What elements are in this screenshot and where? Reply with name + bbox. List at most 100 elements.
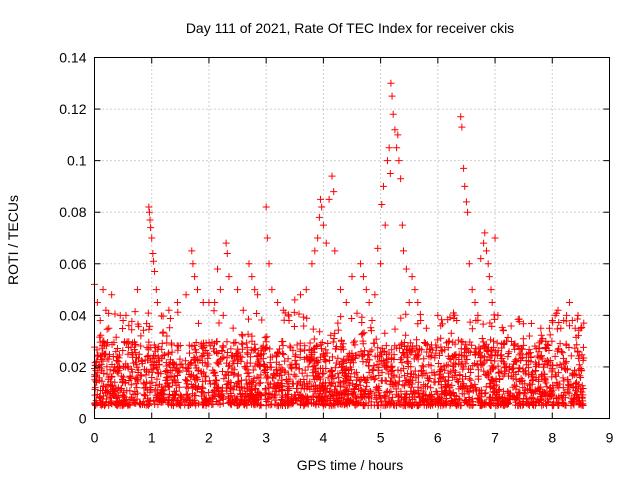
baseline-point (375, 372, 383, 380)
data-point (96, 317, 104, 325)
baseline-point (502, 367, 510, 375)
baseline-point (161, 368, 169, 376)
data-point (182, 291, 190, 299)
baseline-point (400, 382, 408, 390)
data-point (262, 203, 270, 211)
data-point (405, 298, 413, 306)
baseline-point (420, 381, 428, 389)
data-point (484, 260, 492, 268)
baseline-point (465, 375, 473, 383)
baseline-point (171, 377, 179, 385)
baseline-point (334, 319, 342, 327)
data-point (108, 291, 116, 299)
baseline-point (161, 351, 169, 359)
y-tick-label: 0.04 (59, 307, 86, 323)
baseline-point (100, 382, 108, 390)
baseline-point (119, 392, 127, 400)
baseline-point (166, 324, 174, 332)
baseline-point (401, 401, 409, 409)
baseline-point (254, 389, 262, 397)
baseline-point (474, 366, 482, 374)
baseline-point (453, 400, 461, 408)
baseline-point (260, 367, 268, 375)
data-point (482, 247, 490, 255)
baseline-point (206, 380, 214, 388)
baseline-point (124, 343, 132, 351)
data-point (548, 317, 556, 325)
baseline-point (263, 333, 271, 341)
baseline-point (226, 384, 234, 392)
baseline-point (163, 332, 171, 340)
data-point (149, 257, 157, 265)
baseline-point (261, 384, 269, 392)
baseline-point (385, 395, 393, 403)
data-point (388, 92, 396, 100)
baseline-point (415, 390, 423, 398)
baseline-point (383, 365, 391, 373)
baseline-point (316, 353, 324, 361)
data-point (554, 306, 562, 314)
baseline-point (380, 392, 388, 400)
baseline-point (99, 349, 107, 357)
baseline-point (524, 398, 532, 406)
baseline-point (105, 355, 113, 363)
baseline-point (572, 333, 580, 341)
baseline-point (543, 383, 551, 391)
baseline-point (482, 383, 490, 391)
baseline-point (382, 342, 390, 350)
baseline-point (481, 371, 489, 379)
baseline-point (387, 387, 395, 395)
x-axis-label: GPS time / hours (297, 457, 404, 473)
baseline-point (249, 366, 257, 374)
baseline-point (225, 399, 233, 407)
baseline-point (127, 394, 135, 402)
baseline-point (232, 350, 240, 358)
baseline-point (257, 350, 265, 358)
baseline-point (266, 391, 274, 399)
data-point (357, 260, 365, 268)
baseline-point (230, 359, 238, 367)
baseline-point (219, 343, 227, 351)
baseline-point (407, 373, 415, 381)
baseline-point (476, 345, 484, 353)
chart-title: Day 111 of 2021, Rate Of TEC Index for r… (186, 20, 514, 36)
baseline-point (571, 344, 579, 352)
baseline-point (330, 400, 338, 408)
baseline-point (444, 352, 452, 360)
data-point (234, 286, 242, 294)
data-point (211, 298, 219, 306)
baseline-point (139, 398, 147, 406)
data-point (411, 286, 419, 294)
baseline-point (421, 339, 429, 347)
baseline-point (301, 366, 309, 374)
baseline-point (149, 361, 157, 369)
baseline-point (551, 352, 559, 360)
baseline-point (488, 352, 496, 360)
baseline-point (257, 379, 265, 387)
baseline-point (406, 378, 414, 386)
data-point (125, 322, 133, 330)
data-point (188, 247, 196, 255)
baseline-point (132, 358, 140, 366)
x-tick-label: 6 (434, 430, 442, 446)
baseline-point (244, 330, 252, 338)
data-point (557, 324, 565, 332)
baseline-point (183, 376, 191, 384)
baseline-point (565, 389, 573, 397)
baseline-point (449, 309, 457, 317)
baseline-point (476, 396, 484, 404)
baseline-point (561, 394, 569, 402)
baseline-point (274, 381, 282, 389)
baseline-point (169, 400, 177, 408)
baseline-point (445, 387, 453, 395)
baseline-point (331, 386, 339, 394)
baseline-point (262, 338, 270, 346)
baseline-point (467, 369, 475, 377)
baseline-point (520, 395, 528, 403)
data-point (122, 311, 130, 319)
baseline-point (481, 353, 489, 361)
baseline-point (427, 384, 435, 392)
data-point (389, 110, 397, 118)
baseline-point (372, 335, 380, 343)
baseline-point (573, 397, 581, 405)
